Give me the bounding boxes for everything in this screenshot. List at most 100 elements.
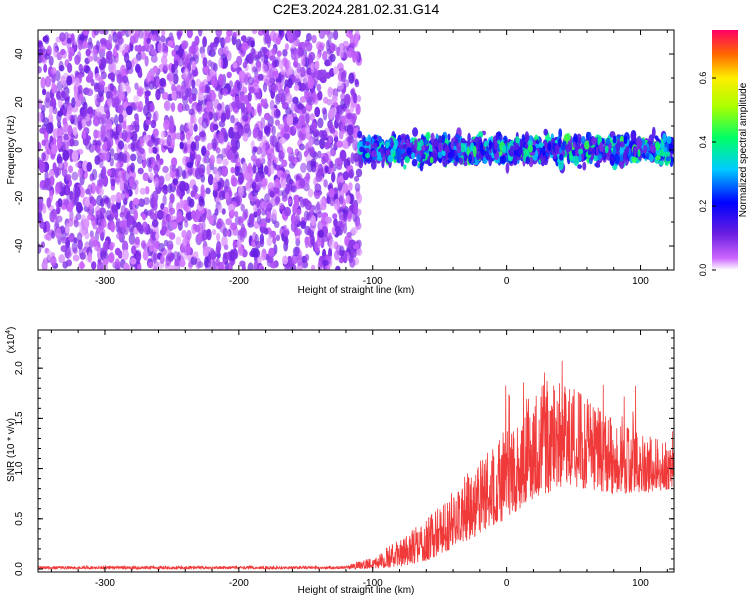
spectrogram-cell bbox=[114, 258, 120, 269]
spectrogram-cell bbox=[191, 210, 197, 220]
spectrogram-cell bbox=[558, 138, 562, 148]
spectrogram-cell bbox=[216, 157, 223, 165]
spectrogram-cell bbox=[450, 141, 454, 150]
spectrogram-cell bbox=[325, 265, 331, 270]
spectrogram-cell bbox=[602, 151, 607, 161]
spectrogram-cell bbox=[77, 168, 83, 178]
spectrogram-cell bbox=[319, 198, 326, 209]
spectrogram-cell bbox=[515, 136, 520, 144]
spectrogram-cell bbox=[217, 205, 223, 213]
spectrogram-cell bbox=[558, 128, 563, 139]
snr-chart: -300 -200 -100 0 100 0.0 0.5 1.0 1.5 2.0 Height … bbox=[5, 327, 675, 596]
spectrogram-cell bbox=[305, 113, 310, 124]
spectrogram-cell bbox=[324, 165, 329, 174]
spectrogram-cell bbox=[201, 117, 209, 129]
spectrogram-cell bbox=[513, 142, 520, 151]
spectrogram-cell bbox=[118, 45, 124, 53]
spectrogram-cell bbox=[118, 113, 124, 124]
spectrogram-cell bbox=[215, 30, 222, 38]
spectrogram-cell bbox=[422, 153, 426, 160]
spectrogram-cell bbox=[442, 150, 446, 157]
spectrogram-cell bbox=[501, 155, 507, 164]
spectrogram-cell bbox=[191, 61, 196, 71]
spectrogram-cell bbox=[192, 93, 197, 102]
spectrogram-cell bbox=[222, 158, 229, 166]
spectrogram-cell bbox=[119, 211, 125, 218]
spectrogram-cell bbox=[160, 130, 166, 139]
spectrogram-cell bbox=[201, 146, 207, 156]
spectrogram-cell bbox=[272, 236, 277, 245]
spectrogram-cell bbox=[339, 245, 345, 257]
spectrogram-cell bbox=[42, 88, 47, 96]
spectrogram-cell bbox=[46, 197, 52, 209]
spectrogram-cell bbox=[105, 109, 111, 121]
spectrogram-cell bbox=[157, 138, 165, 146]
spectrogram-cell bbox=[447, 133, 451, 141]
spectrogram-cell bbox=[240, 203, 245, 212]
spectrogram-cell bbox=[117, 140, 125, 150]
spectrogram-cell bbox=[259, 237, 265, 248]
spectrogram-cell bbox=[390, 148, 395, 155]
spectrogram-cell bbox=[179, 124, 185, 135]
spectrogram-cell bbox=[111, 204, 119, 213]
spectrogram-cell bbox=[114, 114, 119, 126]
spectrogram-cell bbox=[577, 139, 581, 151]
spectrogram-cell bbox=[354, 51, 360, 61]
spectrogram-cell bbox=[82, 108, 88, 117]
spectrogram-cell bbox=[242, 61, 248, 69]
spectrogram-cell bbox=[162, 194, 167, 206]
spectrogram-cell bbox=[152, 147, 158, 155]
spectrogram-cell bbox=[122, 153, 128, 164]
spectrogram-cell bbox=[310, 237, 315, 247]
colorbar: 0.0 0.2 0.4 0.6 Normalized spectral amplitu… bbox=[698, 30, 749, 276]
spectrogram-cell bbox=[274, 141, 280, 153]
spectrogram-cell bbox=[281, 159, 288, 168]
spectrogram-cell bbox=[339, 149, 347, 162]
spectrogram-cell bbox=[328, 108, 334, 120]
spectrogram-cell bbox=[216, 107, 222, 119]
spectrogram-cell bbox=[115, 192, 122, 203]
spectrogram-cell bbox=[666, 151, 671, 157]
spectrogram-cell bbox=[97, 261, 104, 270]
spectrogram-cell bbox=[90, 214, 97, 227]
spectrogram-cell bbox=[161, 91, 169, 100]
spectrogram-cell bbox=[668, 144, 674, 154]
spectrogram-cell bbox=[97, 178, 103, 187]
spectrogram-cell bbox=[351, 227, 358, 235]
spectrogram-cell bbox=[116, 152, 124, 165]
spectrogram-cell bbox=[327, 86, 333, 98]
spectrogram-cell bbox=[252, 146, 258, 153]
spectrogram-cell bbox=[355, 221, 362, 230]
spectrogram-cell bbox=[152, 128, 159, 138]
spectrogram-cell bbox=[258, 130, 263, 140]
spectrogram-cell bbox=[199, 213, 206, 223]
spectrogram-cell bbox=[342, 51, 350, 59]
spectrogram-cell bbox=[259, 226, 267, 233]
spectrogram-cell bbox=[276, 93, 283, 103]
spectrogram-cell bbox=[99, 38, 107, 45]
spectrogram-cell bbox=[247, 102, 252, 115]
spectrogram-cell bbox=[274, 59, 280, 68]
spectrogram-cell bbox=[88, 55, 94, 62]
spectrogram-cell bbox=[138, 198, 146, 207]
snr-multiplier-base: (x10 bbox=[6, 333, 17, 353]
spectrogram-cell bbox=[134, 236, 140, 245]
spectrogram-cell bbox=[488, 154, 493, 167]
spectrogram-cell bbox=[319, 76, 327, 84]
spectrogram-cells bbox=[38, 30, 674, 270]
spectrogram-cell bbox=[188, 46, 195, 58]
spectrogram-cell bbox=[253, 204, 258, 213]
spectrogram-cell bbox=[280, 68, 286, 75]
spectrogram-cell bbox=[314, 106, 321, 118]
spectrogram-cell bbox=[191, 79, 196, 89]
spectrogram-cell bbox=[304, 125, 311, 136]
spectrogram-cell bbox=[236, 81, 243, 91]
spectrogram-cell bbox=[168, 265, 176, 270]
spectrogram-cell bbox=[210, 250, 216, 261]
spectrogram-cell bbox=[283, 229, 290, 237]
spectrogram-cell bbox=[170, 138, 175, 150]
spectrogram-cell bbox=[194, 135, 201, 142]
snr-x-tick-label: -100 bbox=[363, 578, 383, 589]
spectrogram-cell bbox=[195, 210, 201, 220]
spectrogram-cell bbox=[194, 35, 200, 46]
